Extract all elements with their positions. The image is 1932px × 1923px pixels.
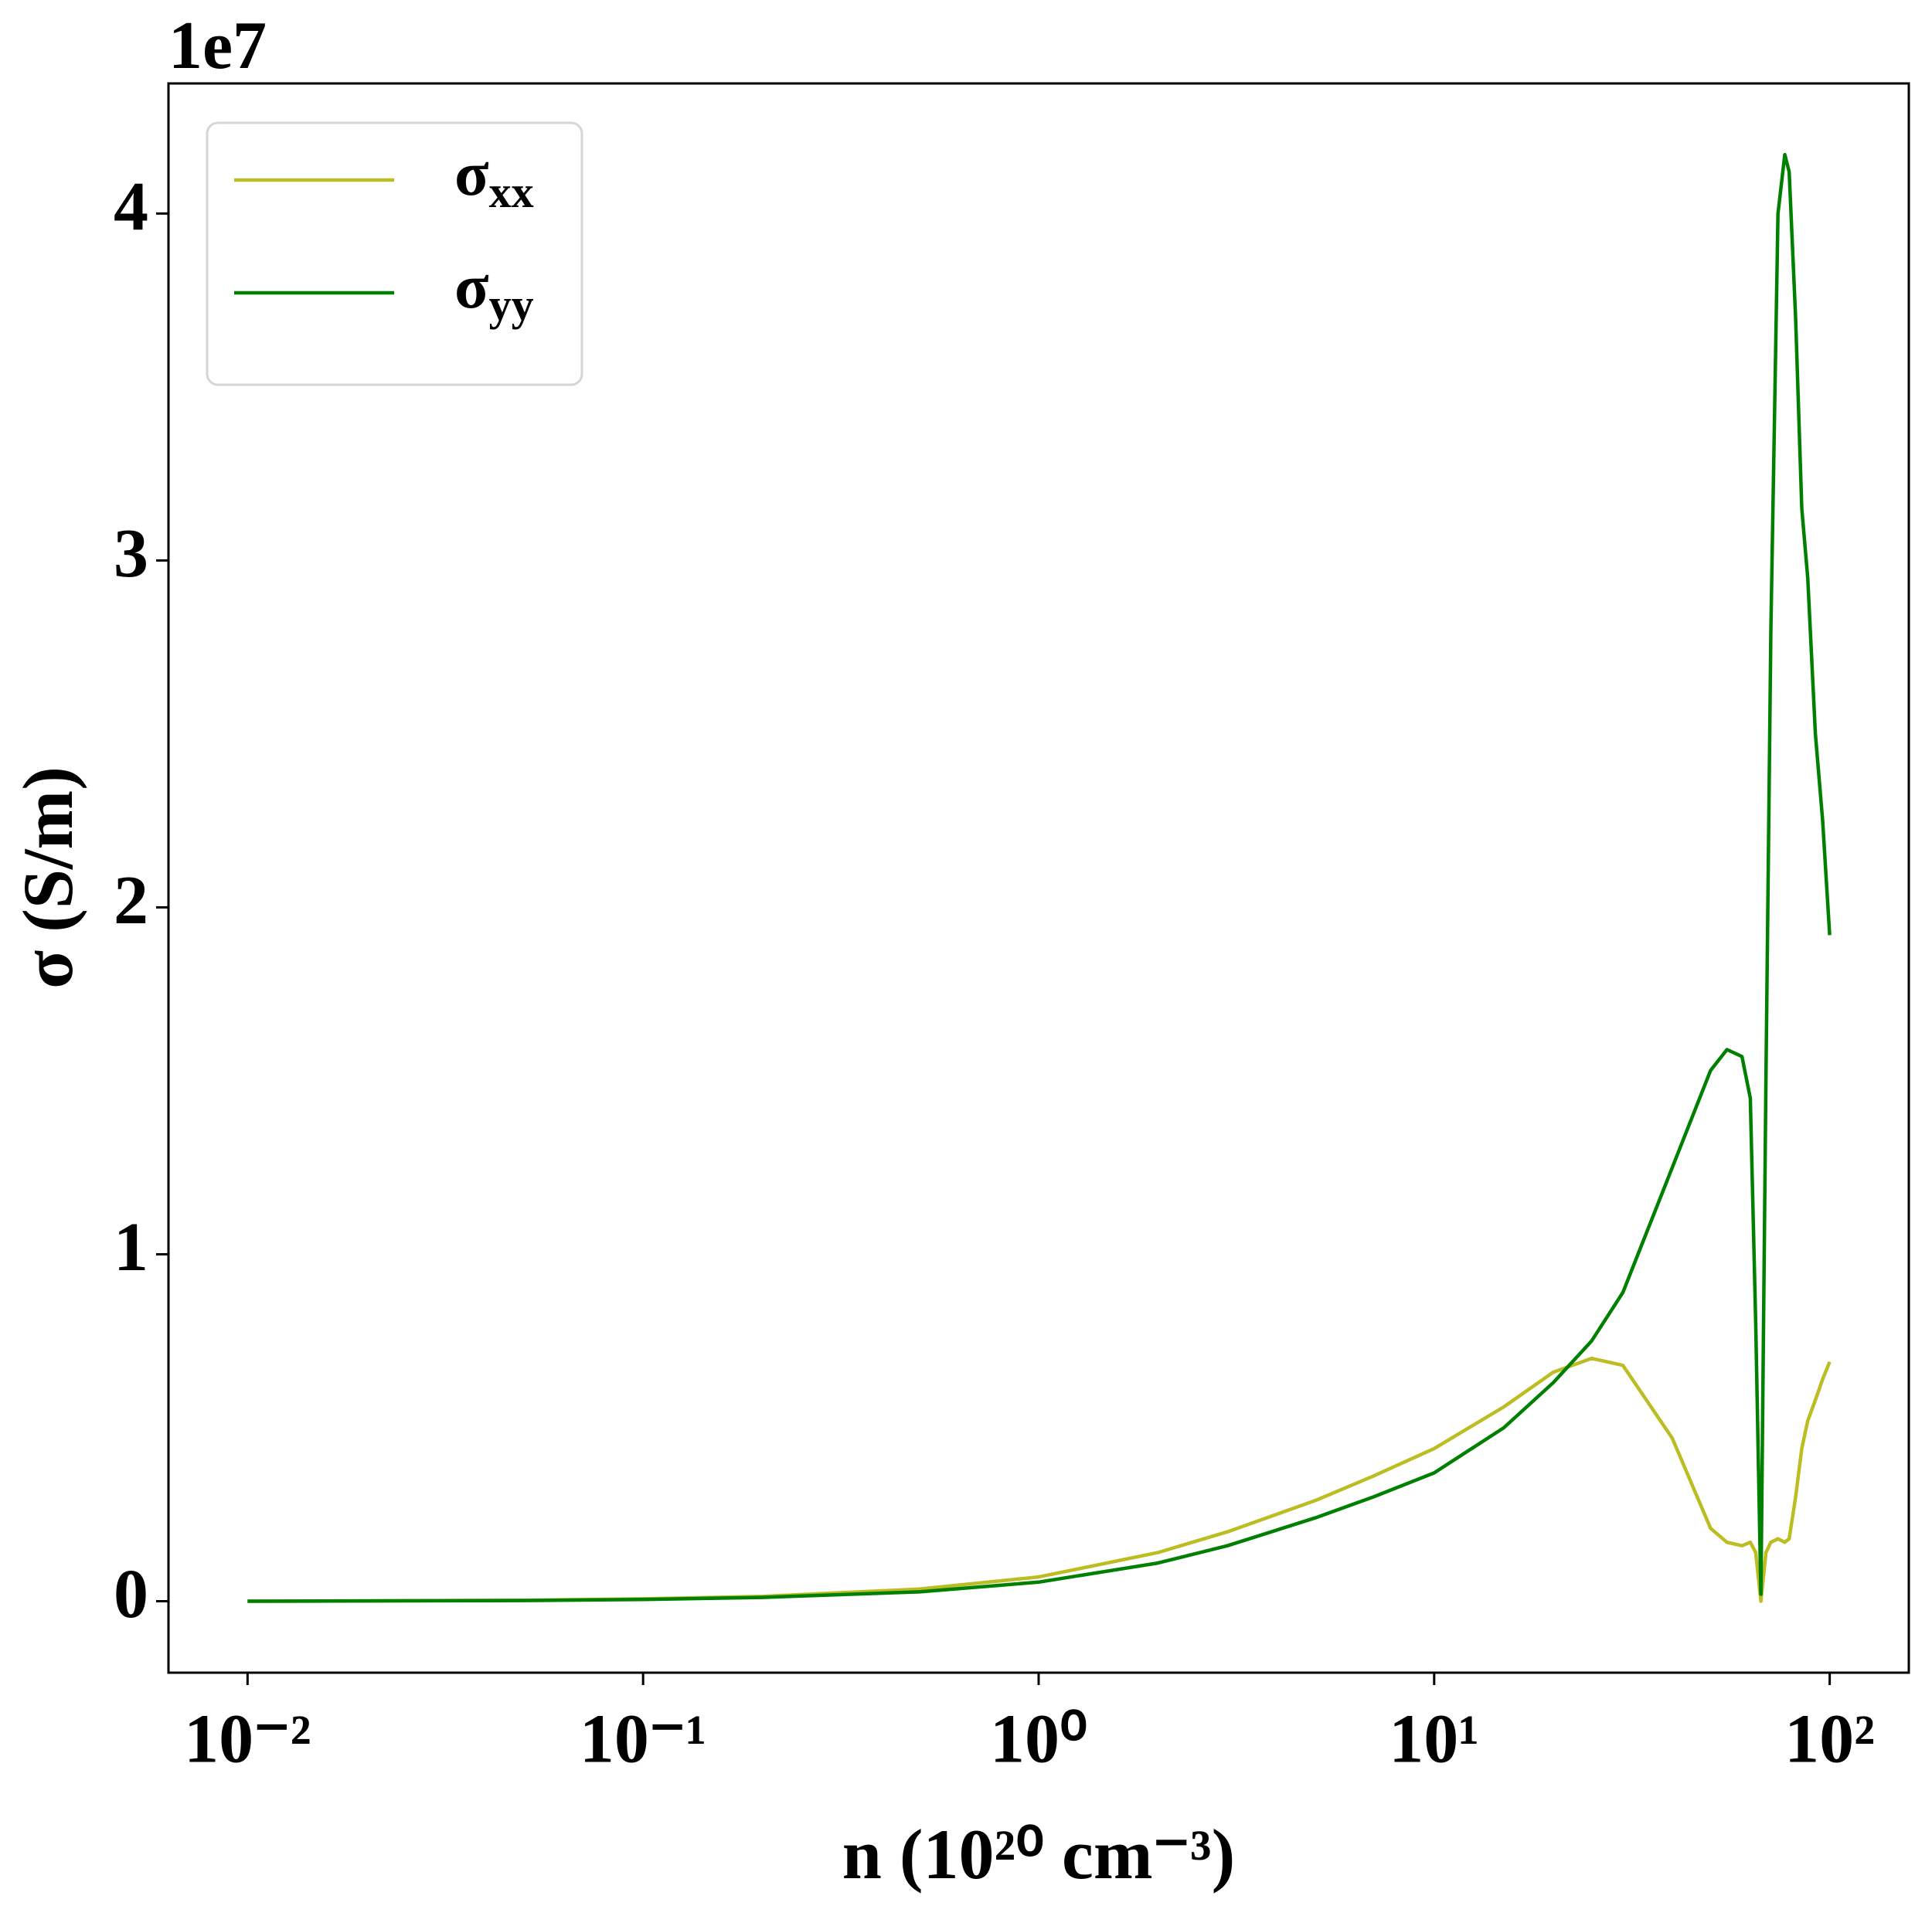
y-tick-label: 1 <box>114 1209 148 1286</box>
series-line <box>247 152 1832 1603</box>
legend-label: σxx <box>454 138 534 218</box>
x-tick-label: 10⁰ <box>990 1701 1087 1778</box>
x-tick-label: 10⁻² <box>184 1701 311 1778</box>
y-tick-label: 0 <box>114 1556 148 1633</box>
x-tick-label: 10² <box>1784 1701 1875 1778</box>
x-tick-label: 10¹ <box>1389 1701 1479 1778</box>
x-axis-label: n (10²⁰ cm⁻³) <box>842 1815 1236 1894</box>
y-axis-label: σ (S/m) <box>9 766 87 989</box>
y-tick-label: 2 <box>114 862 148 939</box>
y-tick-label: 3 <box>114 515 148 592</box>
y-tick-label: 4 <box>114 168 148 245</box>
legend-box <box>206 121 583 386</box>
plot-frame <box>167 82 1910 1674</box>
offset-text: 1e7 <box>168 8 267 83</box>
x-tick-label: 10⁻¹ <box>580 1701 707 1778</box>
series-line <box>247 1356 1832 1603</box>
legend-label: σyy <box>454 251 534 331</box>
